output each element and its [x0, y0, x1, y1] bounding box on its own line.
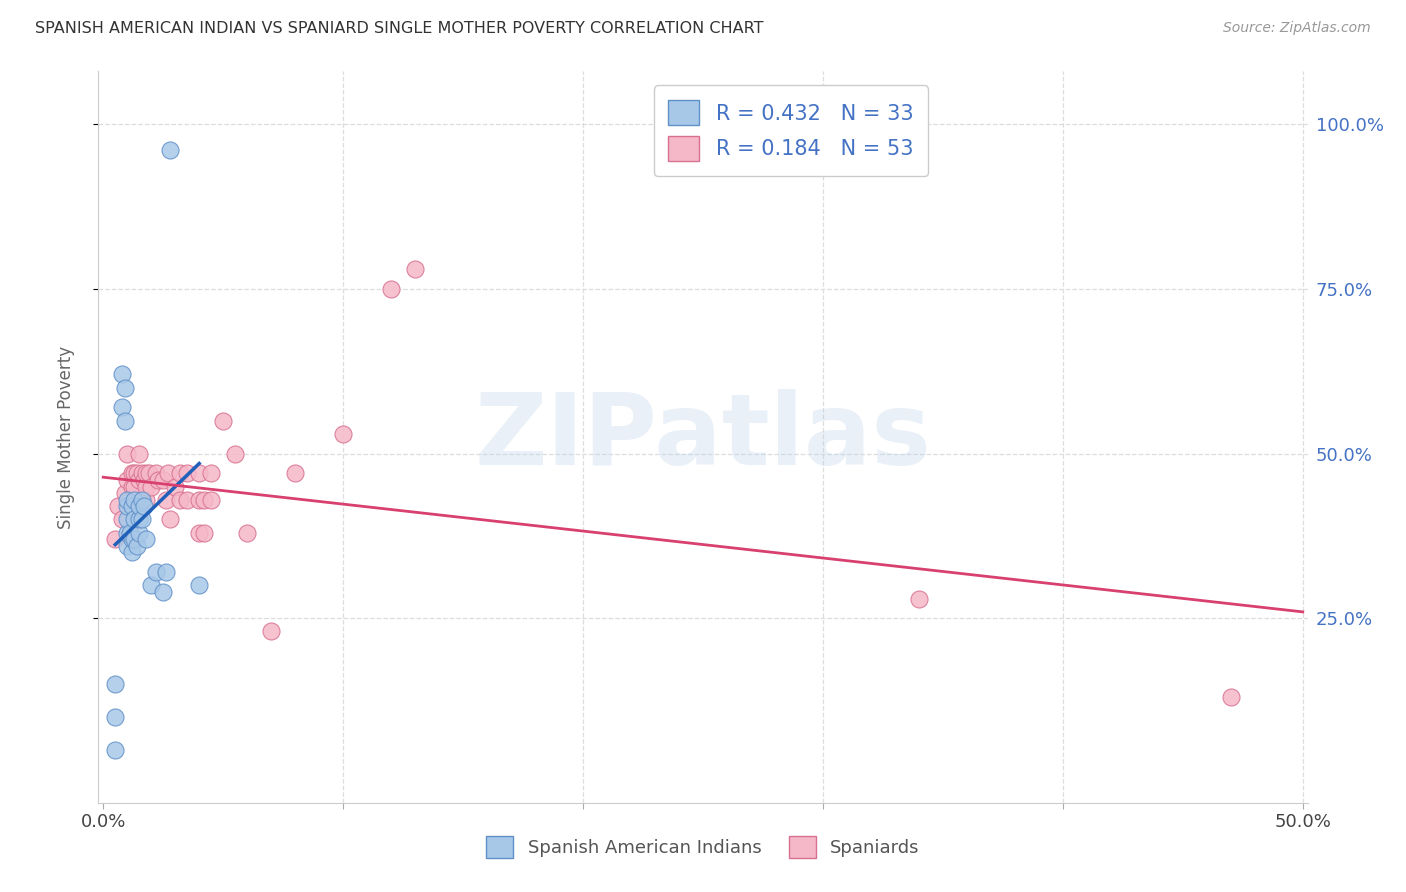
- Point: [124, 479, 146, 493]
- Point: [124, 467, 146, 481]
- Point: [193, 525, 215, 540]
- Point: [131, 512, 153, 526]
- Point: [155, 492, 177, 507]
- Y-axis label: Single Mother Poverty: Single Mother Poverty: [56, 345, 75, 529]
- Point: [224, 446, 246, 460]
- Point: [165, 479, 187, 493]
- Point: [176, 492, 198, 507]
- Point: [104, 743, 127, 757]
- Point: [145, 467, 167, 481]
- Point: [124, 492, 146, 507]
- Point: [169, 492, 191, 507]
- Point: [132, 500, 155, 514]
- Point: [236, 525, 259, 540]
- Point: [132, 473, 155, 487]
- Point: [107, 500, 129, 514]
- Point: [128, 473, 150, 487]
- Point: [115, 500, 138, 514]
- Point: [152, 473, 174, 487]
- Point: [111, 512, 134, 526]
- Point: [188, 578, 211, 592]
- Point: [138, 467, 160, 481]
- Point: [124, 533, 146, 547]
- Point: [111, 401, 134, 415]
- Point: [193, 492, 215, 507]
- Point: [200, 467, 222, 481]
- Point: [284, 467, 307, 481]
- Point: [156, 467, 179, 481]
- Point: [200, 492, 222, 507]
- Point: [118, 525, 141, 540]
- Point: [152, 585, 174, 599]
- Point: [115, 525, 138, 540]
- Point: [124, 533, 146, 547]
- Point: [124, 500, 146, 514]
- Point: [188, 492, 211, 507]
- Point: [114, 486, 136, 500]
- Point: [115, 492, 138, 507]
- Point: [155, 565, 177, 579]
- Text: Source: ZipAtlas.com: Source: ZipAtlas.com: [1223, 21, 1371, 35]
- Point: [121, 500, 143, 514]
- Point: [908, 591, 931, 606]
- Point: [114, 414, 136, 428]
- Legend: Spanish American Indians, Spaniards: Spanish American Indians, Spaniards: [477, 827, 929, 867]
- Point: [380, 282, 402, 296]
- Text: ZIPatlas: ZIPatlas: [475, 389, 931, 485]
- Point: [111, 368, 134, 382]
- Point: [212, 414, 235, 428]
- Point: [128, 525, 150, 540]
- Point: [115, 512, 138, 526]
- Point: [128, 512, 150, 526]
- Point: [131, 492, 153, 507]
- Point: [115, 446, 138, 460]
- Point: [404, 262, 426, 277]
- Point: [148, 473, 170, 487]
- Point: [128, 500, 150, 514]
- Point: [104, 710, 127, 724]
- Point: [169, 467, 191, 481]
- Point: [118, 525, 141, 540]
- Point: [141, 578, 163, 592]
- Point: [1219, 690, 1241, 705]
- Point: [260, 624, 283, 639]
- Point: [114, 381, 136, 395]
- Point: [121, 467, 143, 481]
- Point: [135, 467, 157, 481]
- Point: [159, 512, 181, 526]
- Point: [145, 565, 167, 579]
- Point: [128, 446, 150, 460]
- Point: [125, 467, 148, 481]
- Point: [125, 500, 148, 514]
- Point: [124, 512, 146, 526]
- Point: [135, 533, 157, 547]
- Point: [332, 426, 354, 441]
- Point: [176, 467, 198, 481]
- Point: [104, 533, 127, 547]
- Point: [135, 492, 157, 507]
- Point: [141, 479, 163, 493]
- Point: [188, 467, 211, 481]
- Point: [131, 467, 153, 481]
- Point: [115, 539, 138, 553]
- Point: [115, 473, 138, 487]
- Point: [121, 545, 143, 559]
- Point: [135, 479, 157, 493]
- Point: [104, 677, 127, 691]
- Text: SPANISH AMERICAN INDIAN VS SPANIARD SINGLE MOTHER POVERTY CORRELATION CHART: SPANISH AMERICAN INDIAN VS SPANIARD SING…: [35, 21, 763, 36]
- Point: [121, 533, 143, 547]
- Point: [125, 539, 148, 553]
- Point: [131, 492, 153, 507]
- Point: [188, 525, 211, 540]
- Point: [159, 144, 181, 158]
- Point: [121, 479, 143, 493]
